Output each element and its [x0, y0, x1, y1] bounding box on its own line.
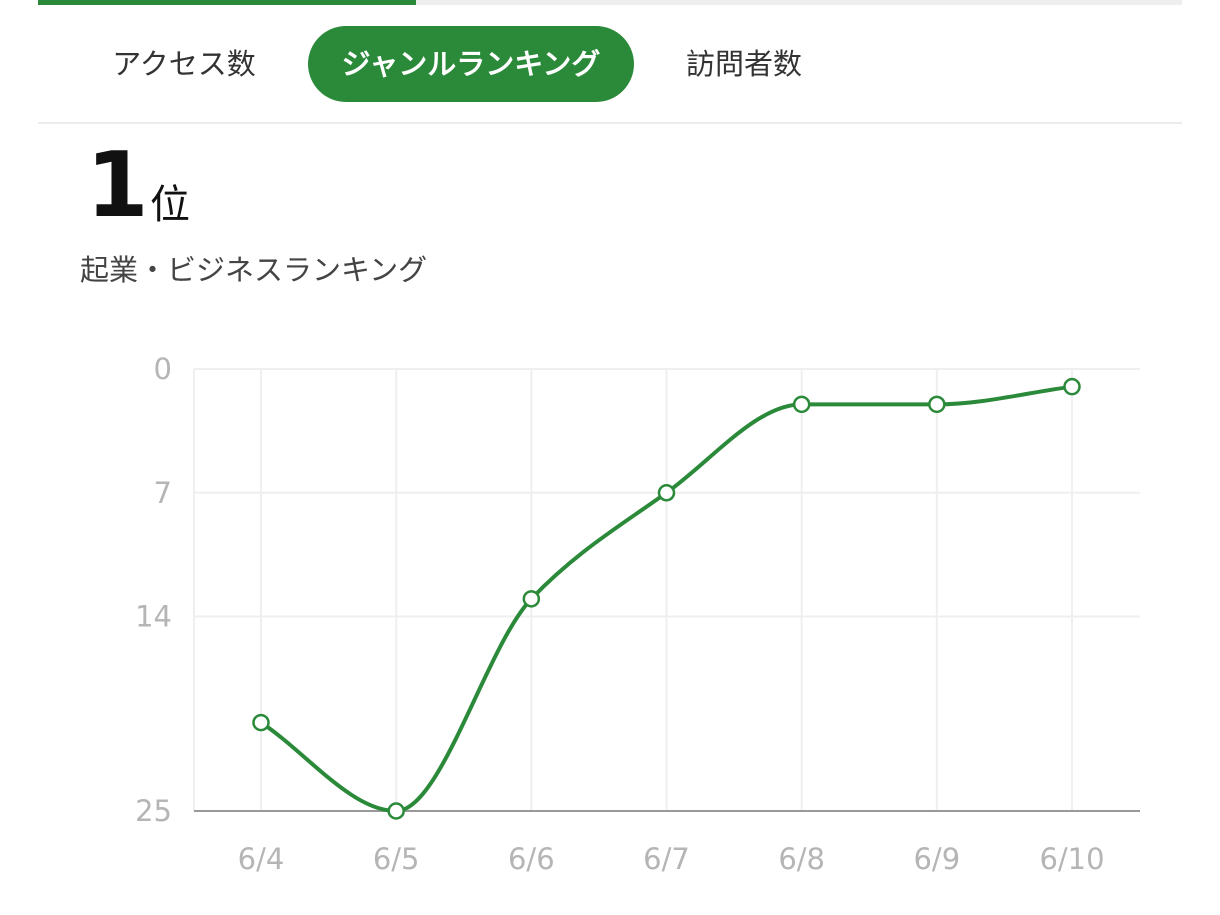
- ranking-line-chart: 0 7 14 25 6/4 6/5 6/6 6/7 6/8 6/9 6/10: [135, 352, 1140, 876]
- x-tick-label: 6/6: [508, 842, 555, 876]
- rank-value: 1: [86, 133, 149, 238]
- tab-visitor-count[interactable]: 訪問者数: [685, 47, 802, 81]
- x-tick-label: 6/8: [778, 842, 825, 876]
- tab-bar: アクセス数 ジャンルランキング 訪問者数: [38, 26, 1182, 102]
- data-point: [1063, 377, 1081, 396]
- y-tick-label: 7: [154, 476, 172, 510]
- x-tick-label: 6/9: [913, 842, 960, 876]
- x-tick-label: 6/10: [1039, 842, 1104, 876]
- tab-access-count[interactable]: アクセス数: [112, 47, 256, 81]
- data-point: [657, 484, 676, 502]
- progress-track: [38, 0, 1182, 5]
- divider: [38, 122, 1182, 124]
- progress-fill: [38, 0, 416, 5]
- data-point: [792, 395, 811, 414]
- x-tick-label: 6/4: [238, 842, 285, 876]
- data-point: [252, 713, 270, 732]
- x-tick-label: 6/7: [643, 842, 690, 876]
- x-tick-label: 6/5: [373, 842, 420, 876]
- data-point: [522, 590, 541, 608]
- y-tick-label: 0: [154, 352, 172, 386]
- rank-unit: 位: [150, 182, 190, 228]
- y-tick-label: 14: [135, 600, 172, 634]
- data-point: [387, 802, 405, 820]
- data-point: [928, 395, 946, 414]
- ranking-category: 起業・ビジネスランキング: [80, 253, 428, 287]
- tab-genre-ranking[interactable]: ジャンルランキング: [308, 26, 634, 102]
- y-tick-label: 25: [135, 794, 172, 828]
